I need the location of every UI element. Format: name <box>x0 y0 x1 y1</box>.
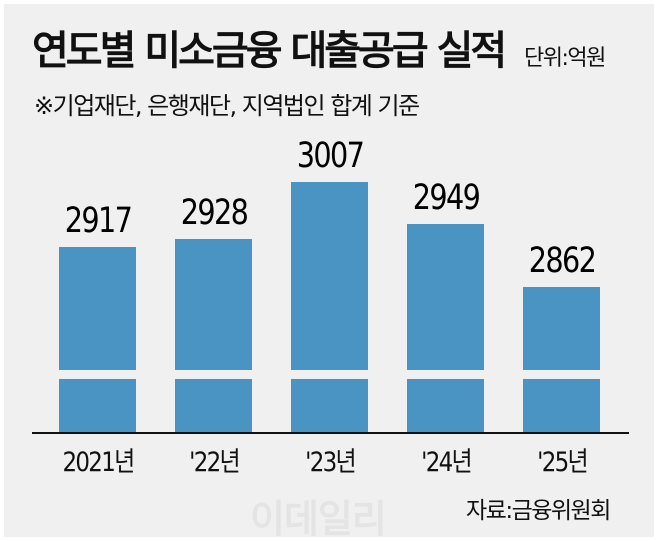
x-tick-label: '23년 <box>304 447 357 478</box>
value-label: 3007 <box>296 136 364 176</box>
x-tick-label: '24년 <box>420 447 473 478</box>
unit-label: 단위:억원 <box>524 46 606 71</box>
bar-4 <box>523 287 600 432</box>
chart-title: 연도별 미소금융 대출공급 실적 <box>32 28 507 74</box>
axis-break-gap <box>175 370 252 379</box>
x-axis-line <box>32 432 629 434</box>
bar-3 <box>407 224 484 432</box>
value-label: 2917 <box>64 201 132 241</box>
axis-break-gap <box>291 370 368 379</box>
x-tick-label: 2021년 <box>61 447 135 478</box>
value-label: 2928 <box>180 193 248 233</box>
axis-break-gap <box>407 370 484 379</box>
value-label: 2949 <box>412 178 480 218</box>
bar-2 <box>291 182 368 432</box>
watermark: 이데일리 <box>250 497 387 541</box>
bar-0 <box>59 247 136 432</box>
axis-break-gap <box>523 370 600 379</box>
x-tick-label: '22년 <box>188 447 241 478</box>
chart-subtitle: ※기업재단, 은행재단, 지역법인 합계 기준 <box>34 92 420 120</box>
source-label: 자료:금융위원회 <box>466 498 611 524</box>
value-label: 2862 <box>528 241 596 281</box>
bar-1 <box>175 239 252 432</box>
axis-break-gap <box>59 370 136 379</box>
x-tick-label: '25년 <box>536 447 589 478</box>
